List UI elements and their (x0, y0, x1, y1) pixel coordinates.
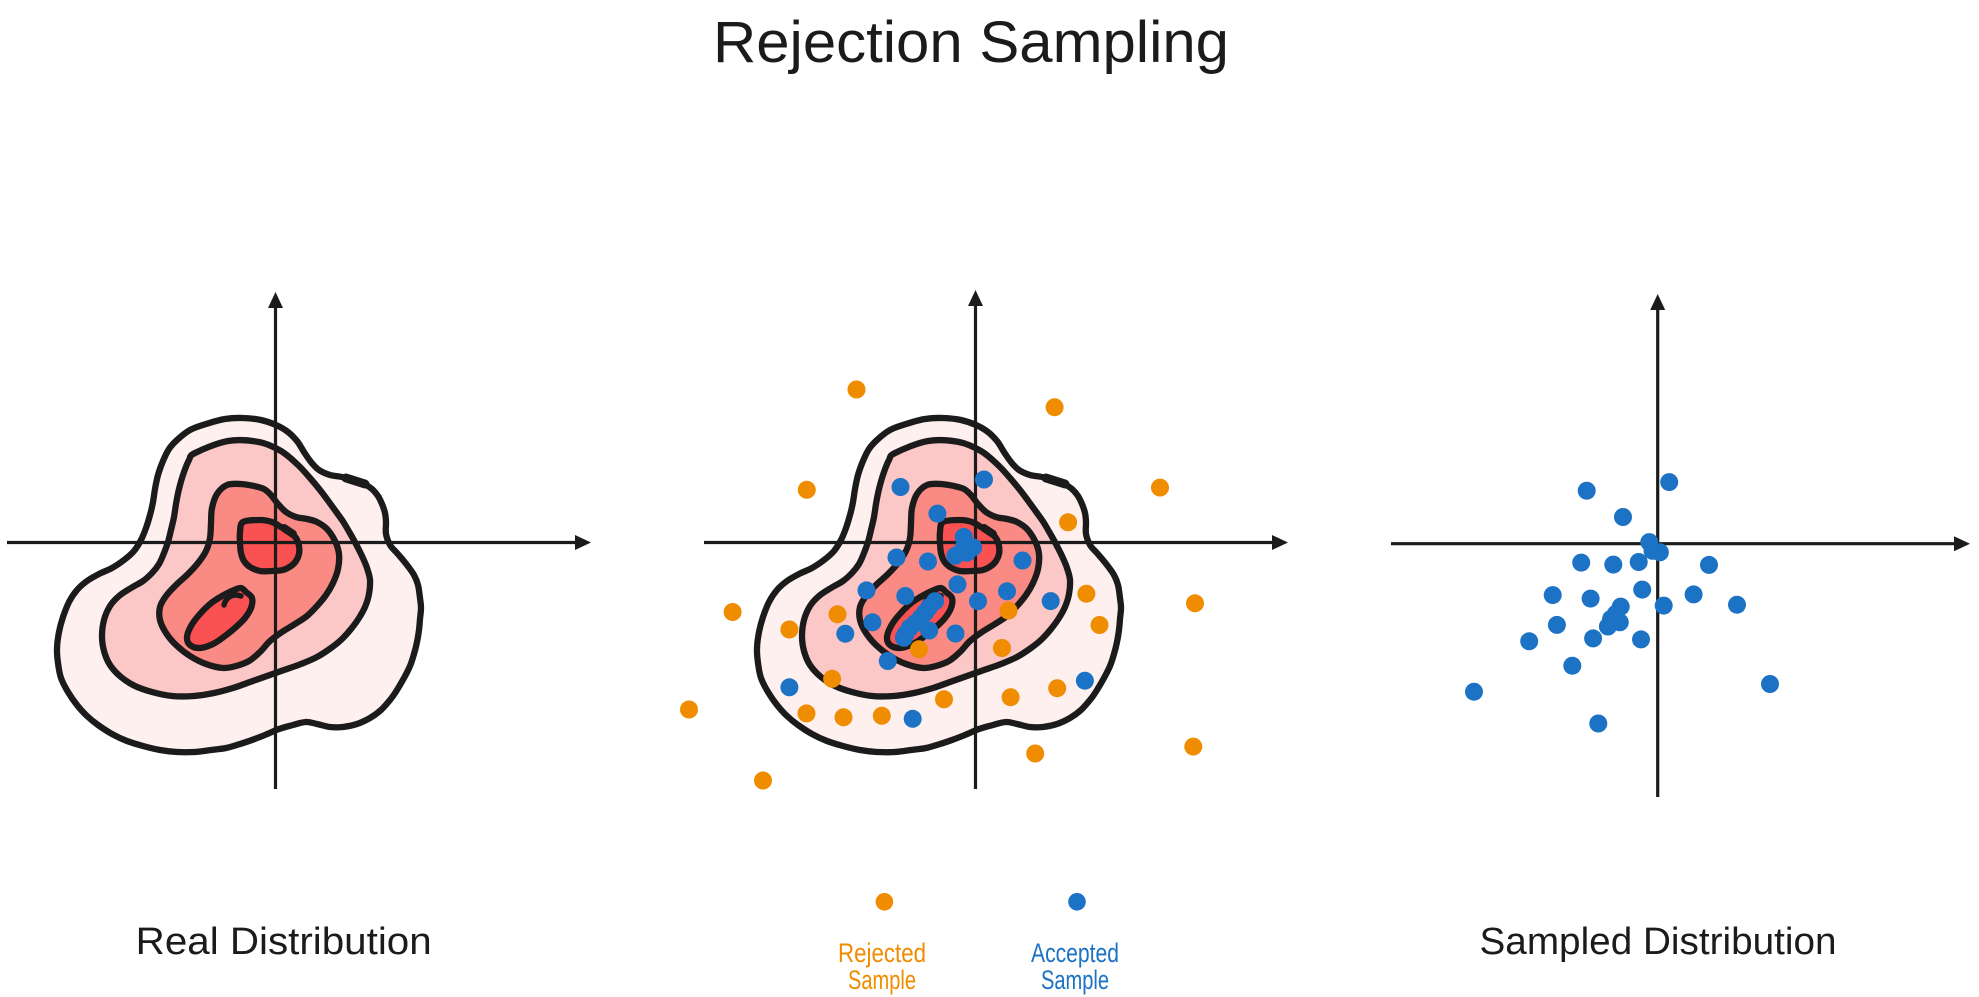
svg-text:Real Distribution: Real Distribution (136, 921, 432, 963)
svg-text:Rejected: Rejected (838, 938, 926, 968)
svg-text:Accepted: Accepted (1031, 938, 1119, 968)
svg-text:Sampled Distribution: Sampled Distribution (1480, 921, 1837, 963)
svg-text:Sample: Sample (848, 965, 916, 995)
svg-text:Sample: Sample (1041, 965, 1109, 995)
svg-text:Rejection Sampling: Rejection Sampling (713, 10, 1229, 75)
